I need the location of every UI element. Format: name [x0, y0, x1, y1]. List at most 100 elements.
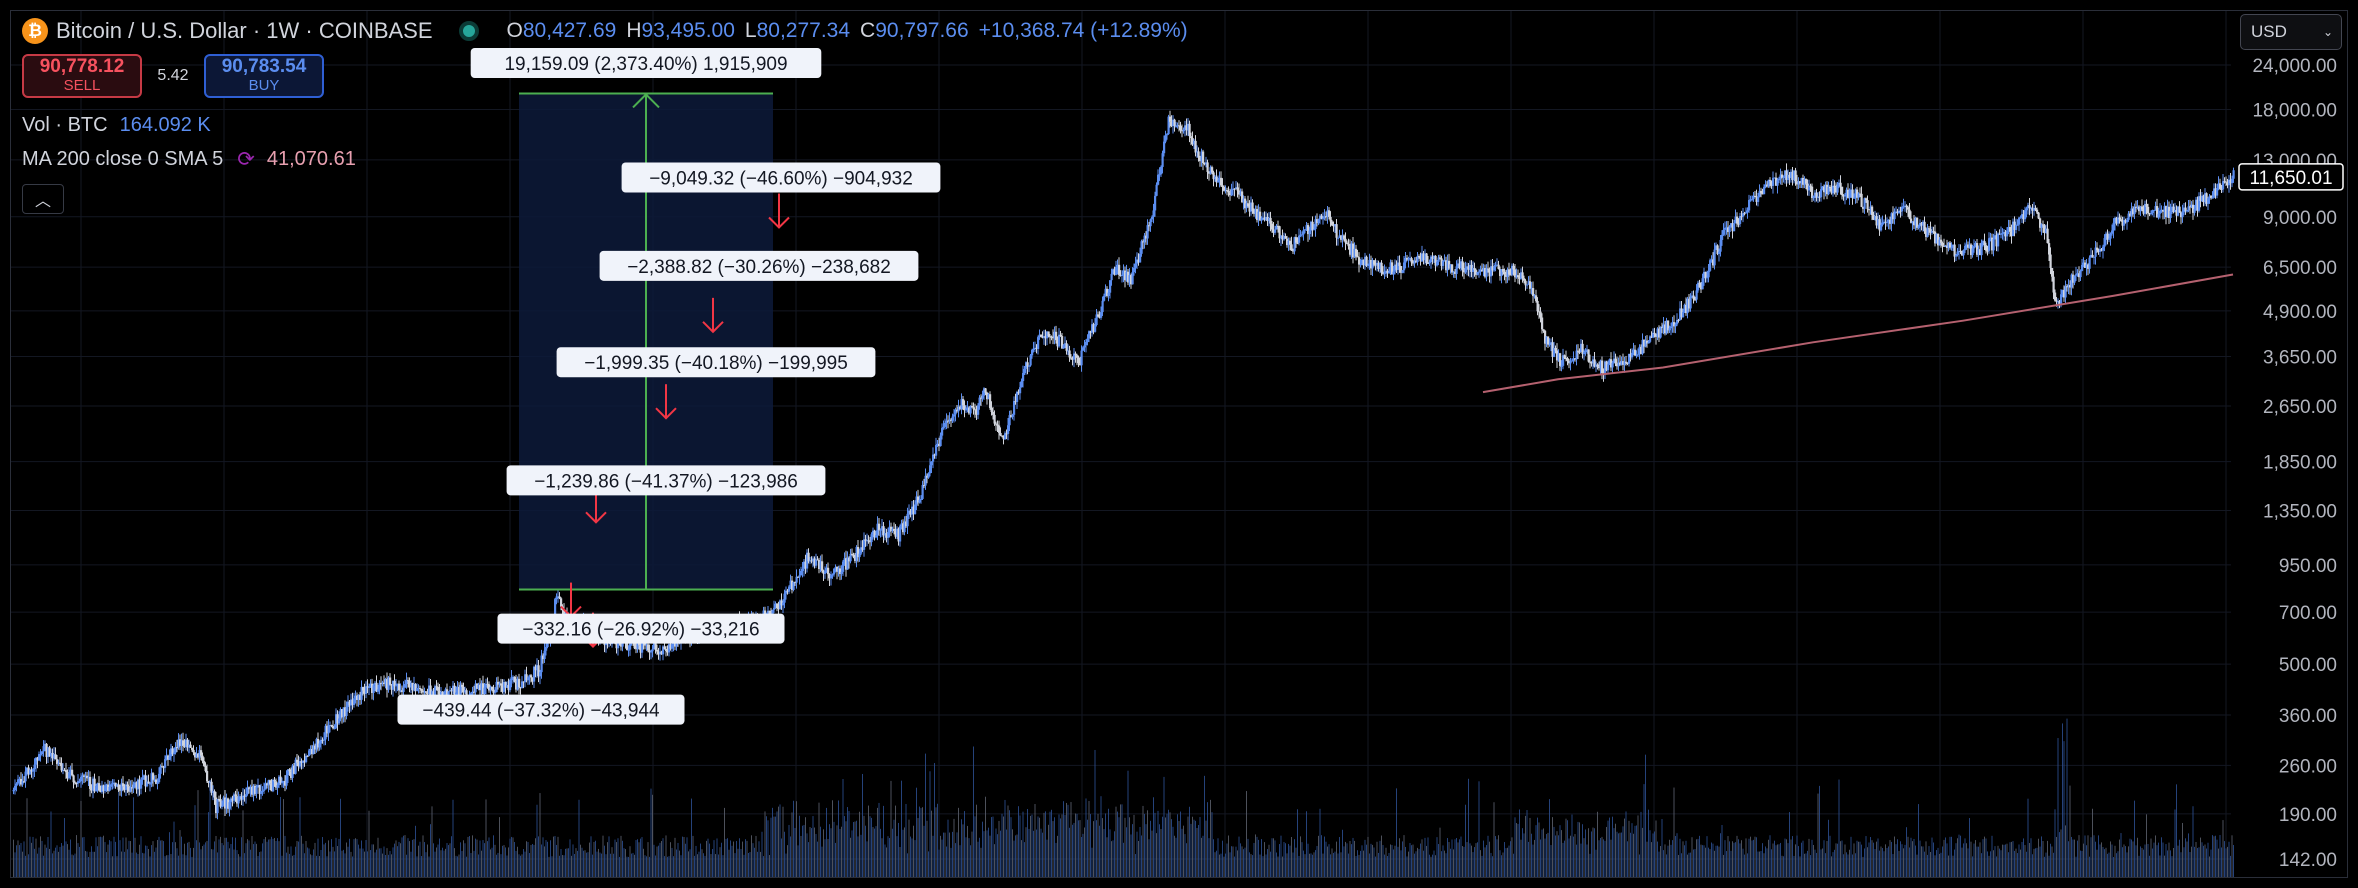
candle-body [1271, 223, 1274, 230]
candle-body [1991, 237, 1994, 251]
candle-body [1799, 181, 1802, 184]
market-status-icon[interactable] [458, 21, 479, 41]
volume-bar [1000, 830, 1001, 877]
volume-bar [803, 825, 805, 877]
candle-body [2201, 195, 2204, 201]
candle-body [110, 784, 113, 787]
candle-body [375, 682, 378, 692]
volume-bar [775, 816, 776, 877]
volume-legend[interactable]: Vol · BTC 164.092 K [22, 108, 1188, 142]
candle-body [944, 422, 947, 427]
candle-body [225, 798, 228, 809]
volume-bar [2215, 835, 2216, 877]
volume-bar [71, 854, 73, 877]
volume-bar [1717, 845, 1718, 877]
price-chart[interactable]: 19,159.09 (2,373.40%) 1,915,909−439.44 (… [11, 11, 2347, 877]
candle-body [89, 776, 92, 789]
volume-bar [2198, 847, 2200, 877]
candle-body [2012, 221, 2015, 237]
volume-bar [295, 846, 296, 877]
candle-body [1239, 191, 1242, 195]
volume-bar [1943, 839, 1945, 877]
volume-bar [743, 854, 745, 877]
volume-bar [1952, 855, 1954, 877]
volume-bar [802, 825, 803, 877]
volume-bar [1786, 839, 1787, 877]
candle-body [1613, 358, 1616, 363]
chart-panel[interactable]: 19,159.09 (2,373.40%) 1,915,909 −439.44 (… [10, 10, 2348, 878]
candle-body [1355, 248, 1358, 257]
candle-body [1229, 192, 1232, 196]
symbol-title[interactable]: Bitcoin / U.S. Dollar · 1W · COINBASE [56, 18, 433, 43]
candle-body [1658, 328, 1661, 338]
candle-body [554, 599, 557, 617]
volume-bar [1817, 793, 1819, 877]
drawdown-label-text: −1,999.35 (−40.18%) −199,995 [584, 353, 848, 374]
candle-body [171, 748, 174, 755]
collapse-legend-button[interactable]: ︿ [22, 184, 64, 214]
candle-body [1124, 270, 1127, 281]
volume-bar [680, 855, 682, 877]
candle-body [2130, 208, 2133, 216]
volume-bar [350, 851, 352, 877]
candle-body [1455, 266, 1458, 274]
volume-bar [1273, 838, 1274, 877]
candle-body [887, 532, 890, 538]
volume-bar [1756, 837, 1757, 877]
candle-body [1947, 242, 1950, 249]
volume-bar [1295, 847, 1297, 877]
volume-bar [1202, 835, 1204, 877]
volume-bar [1501, 855, 1502, 877]
candle-body [1908, 209, 1911, 219]
volume-bar [1694, 849, 1696, 877]
candle-body [1119, 274, 1122, 276]
candle-body [1356, 256, 1359, 258]
candle-body [1644, 340, 1647, 347]
candle-body [1563, 355, 1566, 358]
candle-body [1296, 242, 1299, 244]
price-axis-tick: 190.00 [2279, 805, 2337, 826]
candle-body [665, 648, 668, 651]
volume-bar [1996, 856, 1997, 877]
candle-body [2186, 210, 2189, 212]
candle-body [651, 649, 654, 652]
volume-bar [2014, 850, 2015, 877]
volume-bar [602, 835, 604, 877]
volume-bar [1697, 838, 1699, 877]
volume-bar [1922, 846, 1924, 877]
candle-body [1287, 240, 1290, 246]
candle-body [21, 781, 24, 785]
volume-bar [584, 850, 586, 877]
volume-bar [1808, 838, 1810, 877]
volume-bar [2057, 738, 2059, 877]
volume-bar [1991, 835, 1993, 877]
volume-bar [752, 843, 754, 877]
buy-button[interactable]: 90,783.54 BUY [204, 54, 324, 98]
candle-body [339, 709, 342, 719]
candle-body [1152, 210, 1155, 217]
volume-bar [1219, 854, 1220, 877]
candle-body [836, 567, 839, 572]
volume-value: 164.092 K [119, 113, 211, 136]
volume-bar [335, 837, 337, 877]
candle-body [1454, 271, 1457, 274]
currency-select[interactable]: USD ⌄ [2240, 14, 2342, 50]
volume-bar [809, 827, 811, 877]
candle-body [195, 753, 198, 758]
drawdown-arrow-head [655, 407, 677, 420]
candle-body [191, 747, 194, 750]
candle-body [1958, 250, 1961, 252]
volume-bar [289, 853, 290, 877]
sell-button[interactable]: 90,778.12 SELL [22, 54, 142, 98]
volume-bar [1775, 845, 1777, 877]
volume-bar [838, 800, 839, 877]
ma-legend[interactable]: MA 200 close 0 SMA 5 ⟳ 41,070.61 [22, 142, 1188, 176]
volume-label: Vol · BTC [22, 113, 108, 136]
candle-body [183, 745, 186, 747]
volume-bar [1795, 844, 1796, 877]
volume-bar [173, 821, 175, 877]
volume-bar [970, 845, 971, 877]
volume-bar [1294, 839, 1295, 877]
candle-body [378, 682, 381, 690]
volume-bar [1243, 849, 1244, 877]
